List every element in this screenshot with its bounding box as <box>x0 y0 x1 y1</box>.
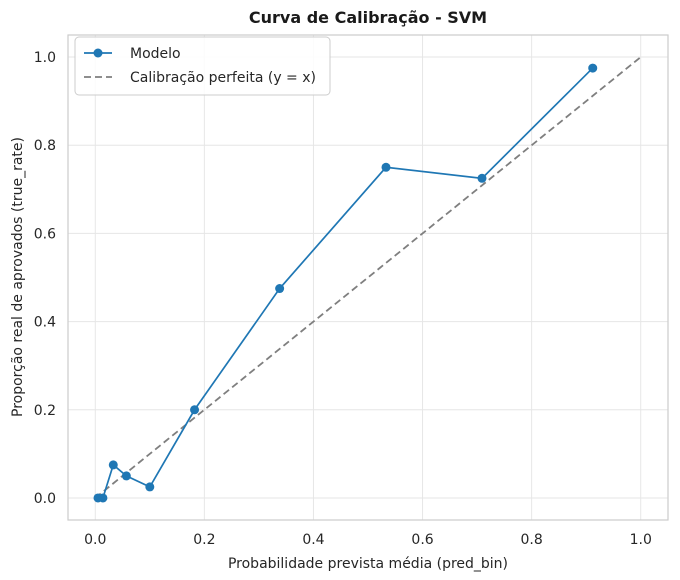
x-tick-label: 0.8 <box>521 532 543 548</box>
y-axis-label: Proporção real de aprovados (true_rate) <box>10 137 26 417</box>
y-tick-label: 1.0 <box>34 50 56 66</box>
model-data-point <box>275 284 285 294</box>
x-tick-label: 0.6 <box>411 532 433 548</box>
legend-label: Modelo <box>130 46 181 62</box>
legend: Modelo Calibração perfeita (y = x) <box>74 36 331 96</box>
y-tick-label: 0.4 <box>34 315 56 331</box>
y-tick-label: 0.8 <box>34 138 56 154</box>
y-tick-label: 0.6 <box>34 226 56 242</box>
model-data-point <box>477 173 487 183</box>
legend-label: Calibração perfeita (y = x) <box>130 70 316 86</box>
x-axis-label: Probabilidade prevista média (pred_bin) <box>228 556 508 572</box>
model-data-point <box>108 460 118 470</box>
x-tick-label: 0.4 <box>302 532 324 548</box>
model-data-point <box>190 405 200 415</box>
model-data-point <box>98 493 108 503</box>
plot-frame <box>67 34 669 521</box>
model-series-line <box>98 67 594 499</box>
x-tick-label: 0.0 <box>84 532 106 548</box>
legend-swatch-marker <box>93 48 103 58</box>
chart-title: Curva de Calibração - SVM <box>249 8 487 27</box>
x-tick-label: 0.2 <box>193 532 215 548</box>
model-data-point <box>588 63 598 73</box>
tick-labels: 0.0 0.2 0.4 0.6 0.8 1.0 0.0 0.2 0.4 0.6 0.8 1.0 <box>34 50 652 548</box>
model-data-point <box>145 482 155 492</box>
legend-box <box>74 36 331 96</box>
grid-lines <box>68 35 668 520</box>
x-tick-label: 1.0 <box>630 532 652 548</box>
y-tick-label: 0.2 <box>34 403 56 419</box>
model-data-point <box>121 471 131 481</box>
model-data-point <box>381 162 391 172</box>
series-layer <box>93 56 642 503</box>
y-tick-label: 0.0 <box>34 491 56 507</box>
